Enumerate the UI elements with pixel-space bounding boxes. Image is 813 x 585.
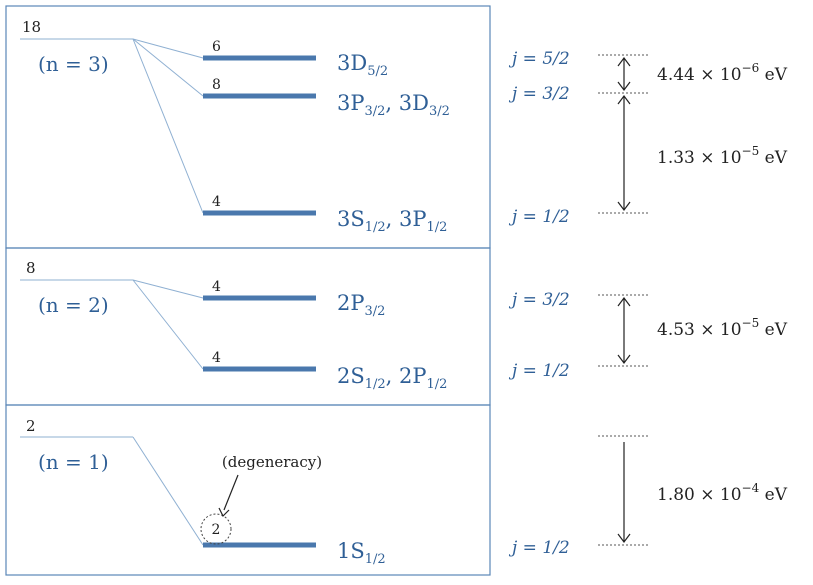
- level-2p32-degeneracy: 4: [212, 279, 221, 295]
- level-3d52-degeneracy: 6: [212, 39, 221, 55]
- connector-1s12: [132, 436, 204, 546]
- level-1s12-degeneracy: 2: [212, 522, 221, 538]
- shell-n2-degeneracy: 8: [26, 259, 36, 277]
- connector-2s12: [132, 279, 204, 370]
- j-label-2s12: j = 1/2: [508, 361, 570, 381]
- connector-3p32: [132, 38, 204, 97]
- level-3p32-degeneracy: 8: [212, 77, 221, 93]
- level-3s12-degeneracy: 4: [212, 194, 221, 210]
- degeneracy-pointer: [223, 474, 239, 511]
- splitting-arrow-2: [617, 95, 631, 211]
- splitting-value-3: 4.53 × 10−5 eV: [657, 316, 788, 340]
- level-3p32-label: 3P3/2, 3D3/2: [337, 91, 450, 119]
- level-2s12-degeneracy: 4: [212, 350, 221, 366]
- shell-n3-degeneracy: 18: [22, 18, 41, 36]
- shell-n1-label: (n = 1): [38, 450, 109, 474]
- level-2p32-label: 2P3/2: [337, 291, 385, 319]
- level-2s12-label: 2S1/2, 2P1/2: [337, 364, 447, 392]
- splitting-value-4: 1.80 × 10−4 eV: [657, 481, 788, 505]
- connector-3d52: [132, 38, 204, 59]
- degeneracy-note: (degeneracy): [222, 453, 322, 471]
- splitting-value-1: 4.44 × 10−6 eV: [657, 61, 788, 85]
- splitting-value-2: 1.33 × 10−5 eV: [657, 144, 788, 168]
- level-1s12-label: 1S1/2: [337, 539, 386, 567]
- splitting-arrow-4: [617, 442, 631, 543]
- shell-n2-label: (n = 2): [38, 293, 109, 317]
- degeneracy-circle: [200, 513, 232, 545]
- splitting-arrow-1: [617, 57, 631, 91]
- connector-3s12: [132, 38, 204, 214]
- j-label-2p32: j = 3/2: [508, 290, 570, 310]
- degeneracy-pointer-head: [218, 507, 230, 518]
- level-3d52-label: 3D5/2: [337, 51, 388, 79]
- panel-n1: [5, 404, 491, 576]
- shell-n1-degeneracy: 2: [26, 417, 36, 435]
- level-3s12-label: 3S1/2, 3P1/2: [337, 207, 447, 235]
- connector-2p32: [132, 279, 204, 299]
- j-label-3p32: j = 3/2: [508, 84, 570, 104]
- shell-n3-label: (n = 3): [38, 52, 109, 76]
- splitting-arrow-3: [617, 297, 631, 364]
- j-label-3s12: j = 1/2: [508, 207, 570, 227]
- j-label-1s12: j = 1/2: [508, 538, 570, 558]
- j-label-3d52: j = 5/2: [508, 49, 570, 69]
